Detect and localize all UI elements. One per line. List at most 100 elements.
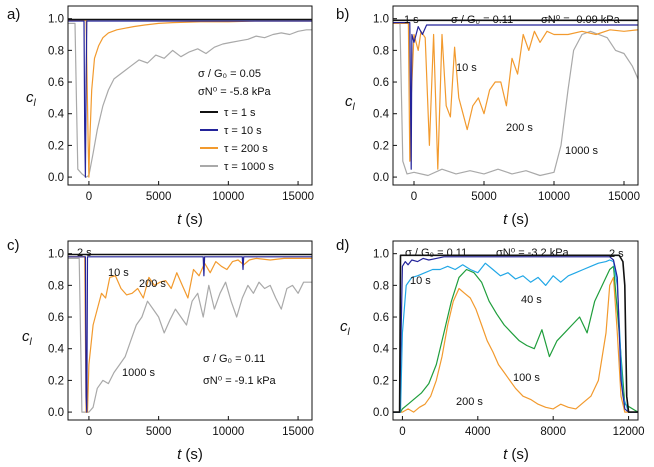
y-tick-label: 1.0 — [373, 14, 389, 26]
y-tick-label: 0.8 — [48, 280, 64, 292]
series-label-1s: 1 s — [404, 14, 419, 26]
series-label-10s: 10 s — [410, 275, 431, 287]
y-tick-label: 1.0 — [48, 249, 64, 261]
x-axis-label: t (s) — [503, 446, 529, 463]
y-tick-label: 0.6 — [373, 77, 389, 89]
y-tick-label: 0.2 — [373, 140, 389, 152]
param-stress-ratio: σ / G₀ = 0.11 — [203, 353, 265, 365]
plot-frame — [392, 5, 639, 186]
y-tick-label: 0.6 — [373, 312, 389, 324]
x-tick-label: 5000 — [146, 426, 172, 438]
panel-c: c) 0 5000 10000 15000 0.0 0.2 0.4 0.6 0.8 1.0 t (… — [7, 237, 314, 463]
y-tick-label: 1.0 — [373, 249, 389, 261]
series-label-1000s: 1000 s — [565, 145, 599, 157]
legend-label-1s: τ = 1 s — [224, 107, 256, 119]
y-tick-label: 0.8 — [373, 280, 389, 292]
series-line-10s — [68, 256, 312, 413]
x-tick-label: 0 — [86, 191, 92, 203]
plot-frame — [67, 5, 313, 186]
x-tick-label: 5000 — [471, 191, 497, 203]
legend-label-200s: τ = 200 s — [224, 143, 268, 155]
param-normal-stress: σN⁰ = -0.09 kPa — [541, 14, 621, 26]
x-tick-label: 8000 — [540, 426, 566, 438]
y-axis-label: cl — [345, 93, 356, 113]
series-line-10s — [393, 256, 638, 413]
param-stress-ratio: σ / G₀ = 0.11 — [405, 247, 467, 259]
y-tick-label: 0.4 — [373, 109, 390, 121]
x-tick-label: 10000 — [212, 191, 244, 203]
param-normal-stress: σN⁰ = -5.8 kPa — [198, 86, 272, 98]
series-line-1000s — [68, 22, 312, 178]
legend: τ = 1 s τ = 10 s τ = 200 s τ = 1000 s — [200, 107, 274, 173]
ticks-layer: 0 4000 8000 12000 0.0 0.2 0.4 0.6 0.8 1.0 — [373, 249, 645, 438]
y-tick-label: 0.4 — [373, 344, 390, 356]
panel-label: d) — [336, 237, 349, 254]
y-tick-label: 0.2 — [48, 375, 64, 387]
ticks-layer: 0 5000 10000 15000 0.0 0.2 0.4 0.6 0.8 1.0 — [48, 14, 314, 203]
ticks-layer: 0 5000 10000 15000 0.0 0.2 0.4 0.6 0.8 1.0 — [48, 249, 314, 438]
x-tick-label: 4000 — [465, 426, 491, 438]
series-label-200s: 200 s — [456, 396, 483, 408]
x-tick-label: 12000 — [613, 426, 645, 438]
y-tick-label: 0.0 — [373, 407, 389, 419]
series-line-200s — [68, 19, 312, 178]
panel-label: c) — [7, 237, 20, 254]
x-tick-label: 5000 — [146, 191, 172, 203]
y-axis-label: cl — [22, 328, 33, 348]
x-axis-label: t (s) — [177, 211, 203, 228]
ticks-layer: 0 5000 10000 15000 0.0 0.2 0.4 0.6 0.8 1.0 — [373, 14, 640, 203]
x-tick-label: 15000 — [608, 191, 640, 203]
plot-frame — [67, 240, 313, 421]
x-tick-label: 0 — [411, 191, 417, 203]
legend-label-10s: τ = 10 s — [224, 125, 262, 137]
plot-frame — [392, 240, 639, 421]
series-label-100s: 100 s — [513, 372, 540, 384]
y-tick-label: 0.8 — [48, 45, 64, 57]
series-label-200s: 200 s — [506, 122, 533, 134]
y-tick-label: 0.4 — [48, 109, 65, 121]
series-label-10s: 10 s — [456, 62, 477, 74]
legend-label-1000s: τ = 1000 s — [224, 161, 274, 173]
series-label-2s: 2 s — [609, 248, 624, 260]
x-tick-label: 10000 — [212, 426, 244, 438]
series-line-100s — [393, 265, 638, 413]
x-axis-label: t (s) — [503, 211, 529, 228]
series-label-10s: 10 s — [108, 267, 129, 279]
param-stress-ratio: σ / G₀ = 0.11 — [451, 14, 513, 26]
x-tick-label: 15000 — [282, 426, 314, 438]
series-label-200s: 200 s — [139, 278, 166, 290]
x-tick-label: 10000 — [538, 191, 570, 203]
series-line-200s — [68, 256, 312, 413]
x-tick-label: 15000 — [282, 191, 314, 203]
x-tick-label: 0 — [399, 426, 405, 438]
y-tick-label: 0.4 — [48, 344, 65, 356]
y-axis-label: cl — [340, 318, 351, 338]
y-tick-label: 0.0 — [48, 172, 64, 184]
series-line-10s — [68, 20, 312, 178]
param-stress-ratio: σ / G₀ = 0.05 — [198, 68, 261, 80]
series-line-200s — [393, 22, 638, 170]
series-layer — [393, 254, 638, 413]
panel-label: a) — [7, 6, 20, 23]
y-axis-label: cl — [26, 89, 37, 109]
y-tick-label: 0.0 — [373, 172, 389, 184]
series-line-1000s — [393, 22, 638, 177]
y-tick-label: 0.0 — [48, 407, 64, 419]
series-line-40s — [393, 259, 638, 413]
series-layer — [68, 253, 312, 413]
series-line-1000s — [68, 257, 312, 413]
y-tick-label: 0.8 — [373, 45, 389, 57]
y-tick-label: 0.6 — [48, 77, 64, 89]
series-line-200s — [393, 276, 638, 413]
series-layer — [68, 18, 312, 178]
panel-b: b) 0 5000 10000 15000 0.0 0.2 0.4 0.6 0.8 1.0 t (… — [336, 5, 640, 228]
y-tick-label: 1.0 — [48, 14, 64, 26]
panel-a: a) 0 5000 10000 15000 0.0 0.2 0.4 0.6 0.8 1.0 t (… — [7, 5, 314, 228]
series-label-2s: 2 s — [77, 247, 92, 259]
x-tick-label: 0 — [86, 426, 92, 438]
param-normal-stress: σN⁰ = -3.2 kPa — [496, 247, 570, 259]
series-line-10s — [393, 22, 638, 170]
panel-label: b) — [336, 6, 349, 23]
y-tick-label: 0.2 — [373, 375, 389, 387]
